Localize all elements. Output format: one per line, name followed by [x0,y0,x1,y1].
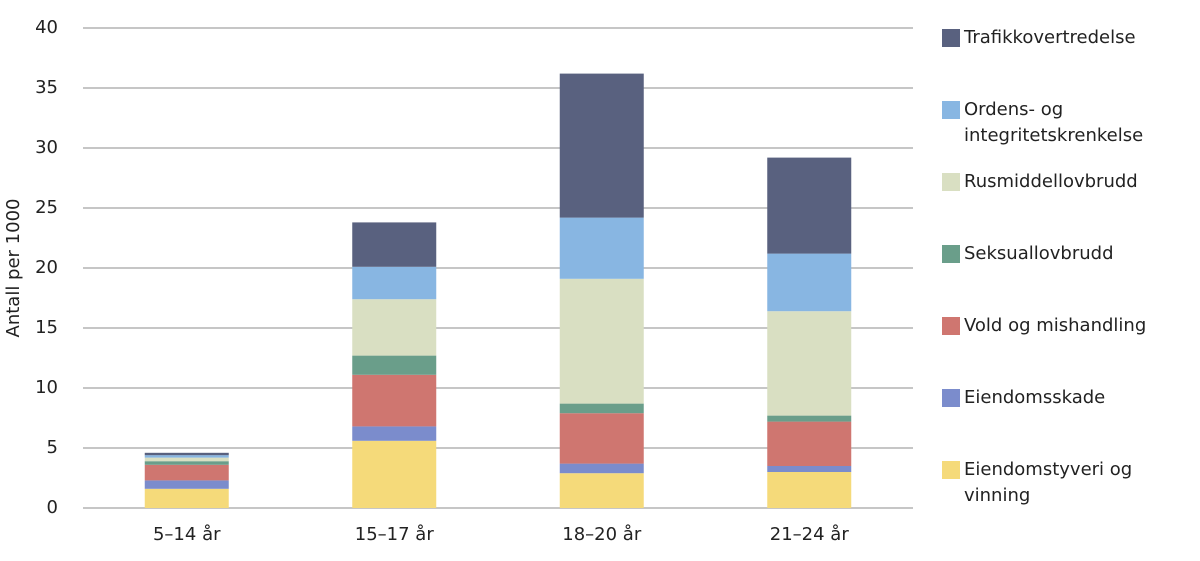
x-tick-label: 21–24 år [770,524,850,545]
legend-item: Eiendomstyveri og vinning [942,457,1192,509]
legend-label: Eiendomsskade [964,387,1106,408]
bar-segment [352,222,437,267]
x-tick-label: 18–20 år [562,524,642,545]
bar-segment [144,461,229,465]
bar-segment [144,452,229,456]
bar-segment [767,472,852,508]
bar-segment [352,426,437,441]
y-axis-label: Antall per 1000 [3,199,24,338]
bar-segment [559,278,644,404]
y-tick-label: 40 [35,17,58,38]
y-tick-label: 25 [35,197,58,218]
bar-segment [559,473,644,508]
x-tick-label: 5–14 år [153,524,221,545]
legend-label: Vold og mishandling [964,315,1147,336]
legend-swatch [942,245,960,263]
bar-segment [144,480,229,489]
bar-segment [559,413,644,464]
y-tick-label: 30 [35,137,58,158]
y-tick-label: 35 [35,77,58,98]
bar-segment [352,440,437,508]
legend-swatch [942,29,960,47]
bar-segment [767,421,852,466]
bar-segment [767,157,852,254]
legend-item: Eiendomsskade [942,385,1105,411]
bar-segment [352,299,437,356]
legend-swatch [942,317,960,335]
legend-swatch [942,461,960,479]
bar-segment [559,403,644,414]
legend-label: Trafikkovertredelse [964,27,1136,48]
legend-item: Seksuallovbrudd [942,241,1114,267]
bar-segment [352,266,437,300]
y-tick-label: 15 [35,317,58,338]
bar-segment [352,355,437,375]
bar-segment [767,415,852,422]
bar-segment [767,311,852,416]
legend-item: Vold og mishandling [942,313,1146,339]
y-tick-label: 5 [47,437,58,458]
legend-swatch [942,389,960,407]
y-tick-label: 20 [35,257,58,278]
bar-segment [352,374,437,427]
legend-item: Ordens- og integritetskrenkelse [942,97,1192,149]
y-tick-label: 10 [35,377,58,398]
bar-segment [559,463,644,474]
legend-swatch [942,173,960,191]
bar-segment [144,488,229,508]
legend-label: Seksuallovbrudd [964,243,1114,264]
legend-label: Eiendomstyveri og vinning [964,459,1133,506]
bar-segment [559,217,644,279]
bar-segment [144,455,229,458]
bar-segment [767,466,852,472]
legend-item: Trafikkovertredelse [942,25,1136,51]
bar-segment [144,464,229,481]
legend-label: Rusmiddellovbrudd [964,171,1138,192]
y-tick-label: 0 [47,497,58,518]
bar-segment [559,73,644,218]
bar-segment [144,457,229,462]
legend-label: Ordens- og integritetskrenkelse [964,99,1144,146]
bar-segment [767,253,852,312]
legend-swatch [942,101,960,119]
x-tick-label: 15–17 år [355,524,435,545]
legend-item: Rusmiddellovbrudd [942,169,1138,195]
